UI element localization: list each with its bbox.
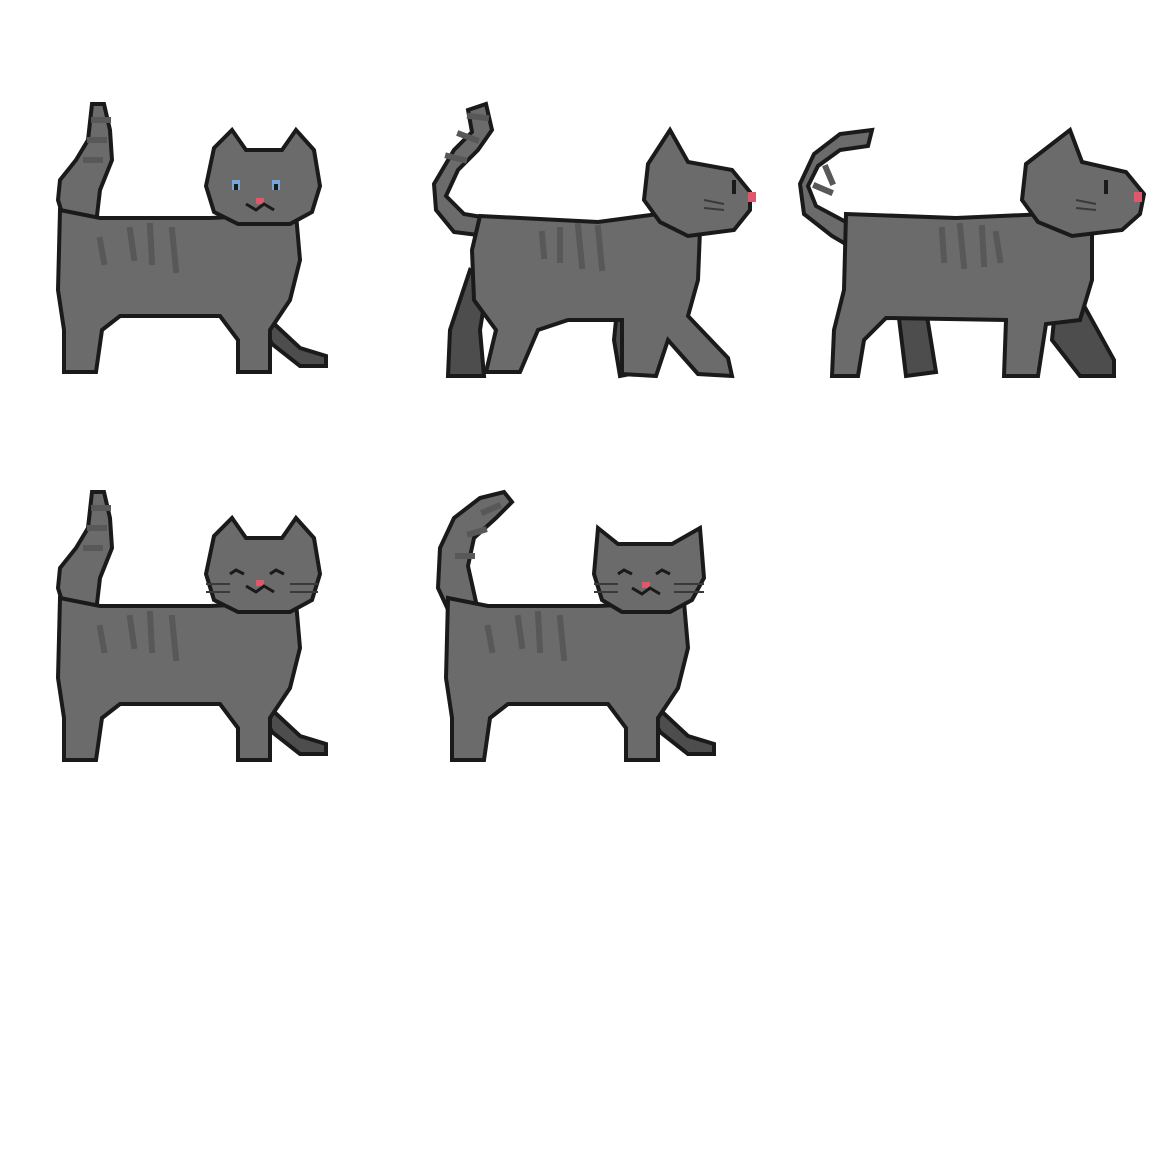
cat-sprite-standing-curled-tail [388,388,772,772]
cat-sprite-standing-eyes-closed [0,388,384,772]
cat-sprite-walking-1 [388,0,772,384]
cat-sprite-standing-eyes-open [0,0,384,384]
cat-walking-icon [431,101,756,379]
cat-standing-icon [435,489,716,762]
cat-standing-icon [55,102,328,374]
cat-sprite-walking-2 [776,0,1160,384]
cat-standing-icon [55,490,328,762]
cat-walking-icon [797,126,1147,379]
